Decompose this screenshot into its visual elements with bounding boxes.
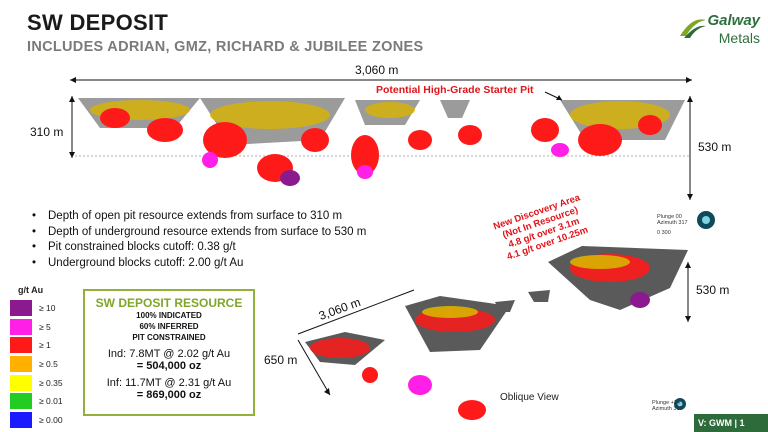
legend-label: ≥ 5 xyxy=(39,321,51,332)
resource-inferred-pct: 60% INFERRED xyxy=(139,322,199,331)
legend-item: ≥ 0.35 xyxy=(10,373,63,392)
orientation-azimuth: Azimuth 317 xyxy=(657,220,688,226)
orientation-scale: 0 300 xyxy=(657,230,671,236)
legend-label: ≥ 0.00 xyxy=(39,414,63,425)
legend-label: ≥ 0.01 xyxy=(39,396,63,407)
logo-swoosh-icon xyxy=(680,19,706,38)
resource-inferred: Inf: 11.7MT @ 2.31 g/t Au xyxy=(106,377,232,389)
legend-item: ≥ 0.5 xyxy=(10,355,63,374)
logo-line1: Galway xyxy=(707,12,760,29)
orientation-azimuth: Azimuth 307 xyxy=(652,406,683,412)
legend-label: ≥ 0.35 xyxy=(39,377,63,388)
resource-pit-constrained: PIT CONSTRAINED xyxy=(132,333,206,342)
page-subtitle: INCLUDES ADRIAN, GMZ, RICHARD & JUBILEE … xyxy=(27,39,424,55)
legend-item: ≥ 1 xyxy=(10,336,63,355)
legend-label: ≥ 10 xyxy=(39,303,56,314)
legend-swatch xyxy=(10,393,32,410)
section-width-label: 3,060 m xyxy=(355,63,399,77)
section-gold-blocks xyxy=(90,100,670,129)
company-logo: Galway Metals xyxy=(676,10,764,50)
legend-label: ≥ 0.5 xyxy=(39,359,58,370)
resource-inferred-oz: = 869,000 oz xyxy=(136,389,202,401)
resource-indicated-pct: 100% INDICATED xyxy=(136,311,202,320)
resource-title: SW DEPOSIT RESOURCE xyxy=(95,296,243,310)
oblique-left-depth-arrow xyxy=(297,339,331,396)
legend-label: ≥ 1 xyxy=(39,340,51,351)
oblique-left-depth-label: 650 m xyxy=(264,353,298,367)
legend-item: ≥ 0.01 xyxy=(10,392,63,411)
legend-item: ≥ 10 xyxy=(10,299,63,318)
legend-item: ≥ 0.00 xyxy=(10,411,63,430)
orientation-bottom-text: Plunge +14 Azimuth 307 xyxy=(652,400,683,412)
oblique-right-depth-label: 530 m xyxy=(696,283,730,297)
legend-swatch xyxy=(10,356,32,373)
orientation-top-text: Plunge 00 Azimuth 317 0 300 xyxy=(657,214,688,236)
list-item: Pit constrained blocks cutoff: 0.38 g/t xyxy=(30,240,366,256)
legend-swatch xyxy=(10,411,32,428)
legend-item: ≥ 5 xyxy=(10,318,63,337)
starter-pit-annotation: Potential High-Grade Starter Pit xyxy=(376,84,534,96)
resource-indicated: Ind: 7.8MT @ 2.02 g/t Au xyxy=(107,348,231,360)
resource-summary-box: SW DEPOSIT RESOURCE 100% INDICATED 60% I… xyxy=(83,289,255,416)
oblique-width-arrow xyxy=(297,289,415,335)
orientation-plunge: Plunge 00 xyxy=(657,214,682,220)
list-item: Depth of underground resource extends fr… xyxy=(30,225,366,241)
section-left-depth-label: 310 m xyxy=(30,125,64,139)
list-item: Depth of open pit resource extends from … xyxy=(30,209,366,225)
list-item: Underground blocks cutoff: 2.00 g/t Au xyxy=(30,256,366,272)
legend-swatch xyxy=(10,374,32,391)
grade-legend: g/t Au ≥ 10 ≥ 5 ≥ 1 ≥ 0.5 ≥ 0.35 ≥ 0.01 ≥ 0.00 xyxy=(10,285,63,429)
section-high-grade-blocks xyxy=(100,108,662,186)
key-points-list: Depth of open pit resource extends from … xyxy=(30,209,366,271)
page-title: SW DEPOSIT xyxy=(27,10,169,35)
resource-indicated-oz: = 504,000 oz xyxy=(136,360,202,372)
section-right-depth-label: 530 m xyxy=(698,140,732,154)
oblique-mineralization xyxy=(310,254,650,420)
oblique-view-caption: Oblique View xyxy=(500,392,559,403)
legend-swatch xyxy=(10,300,32,317)
legend-title: g/t Au xyxy=(18,285,44,295)
logo-line2: Metals xyxy=(718,30,760,46)
footer-page-indicator: V: GWM | 1 xyxy=(694,414,768,432)
legend-swatch xyxy=(10,318,32,335)
legend-swatch xyxy=(10,337,32,354)
orientation-plunge: Plunge +14 xyxy=(652,400,680,406)
